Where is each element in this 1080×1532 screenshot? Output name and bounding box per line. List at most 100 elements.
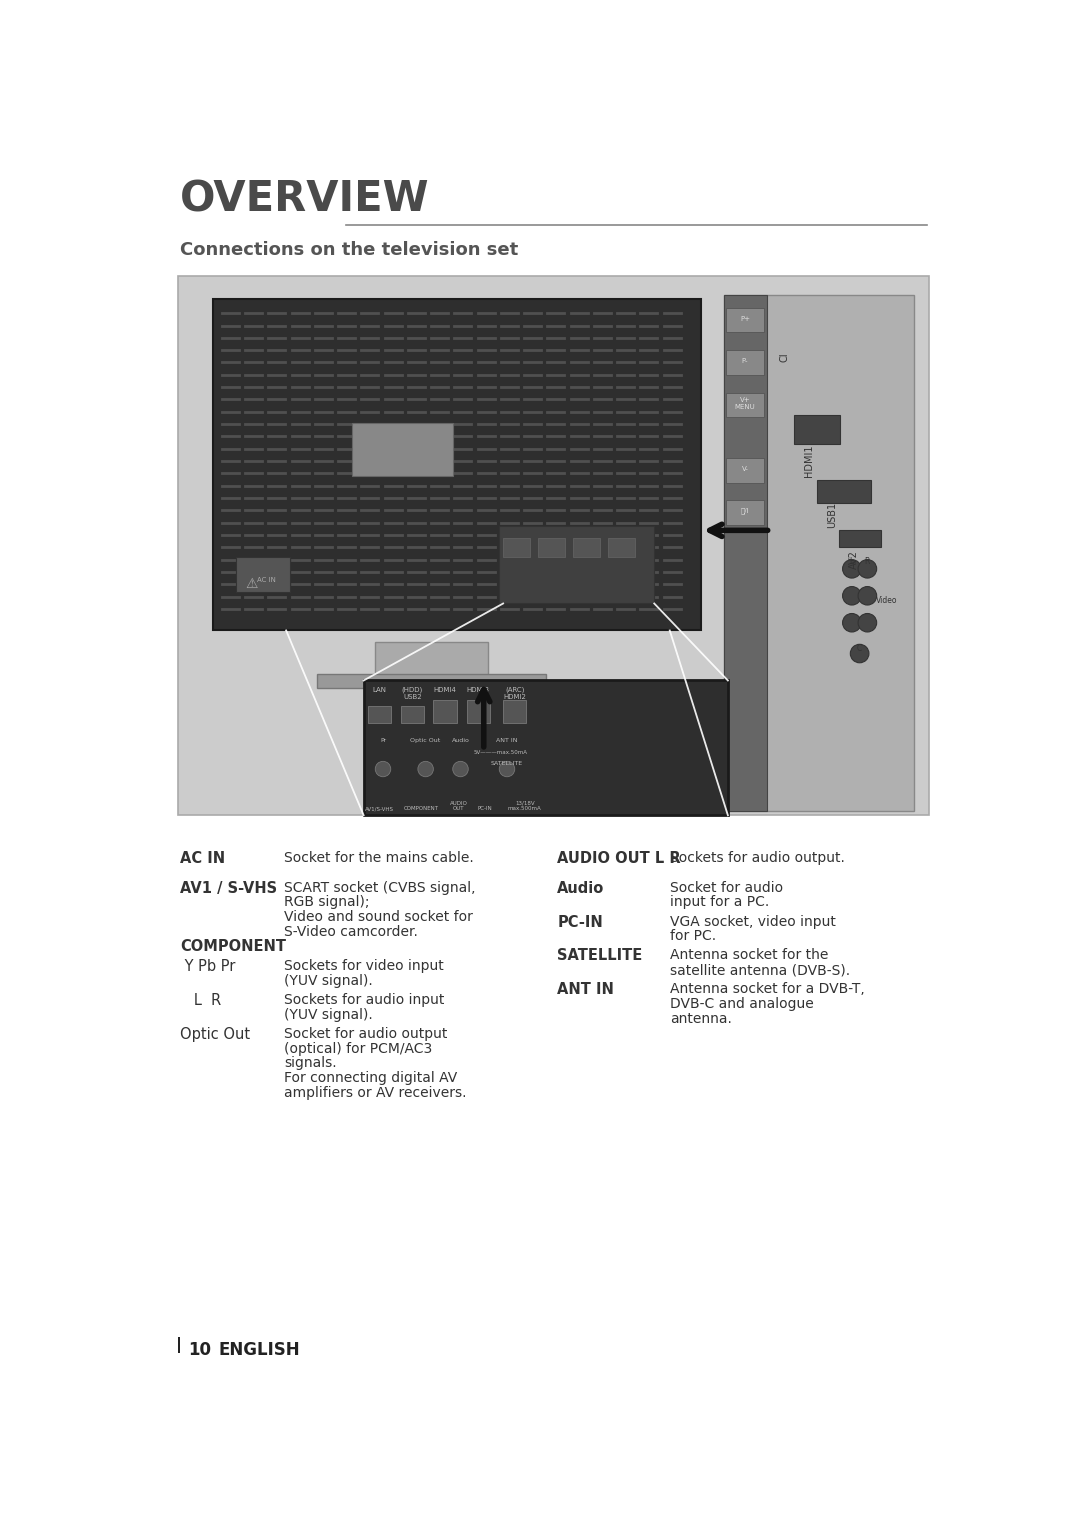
Text: OVERVIEW: OVERVIEW: [180, 179, 430, 221]
Text: SCART socket (CVBS signal,: SCART socket (CVBS signal,: [284, 881, 475, 895]
Text: SATELLITE: SATELLITE: [491, 761, 523, 766]
Text: ⚠: ⚠: [245, 576, 257, 590]
Bar: [364, 680, 728, 815]
Text: PC-IN: PC-IN: [478, 806, 492, 812]
Circle shape: [859, 613, 877, 633]
Bar: [401, 706, 424, 723]
Circle shape: [842, 613, 861, 633]
Bar: [213, 299, 701, 631]
Text: RGB signal);: RGB signal);: [284, 895, 369, 910]
Text: PC-IN: PC-IN: [557, 915, 603, 930]
Text: P-: P-: [742, 358, 748, 365]
Bar: [503, 700, 526, 723]
Text: HDMI4: HDMI4: [433, 686, 457, 692]
Text: P+: P+: [740, 316, 750, 322]
Circle shape: [842, 559, 861, 578]
Text: 13/18V
max.500mA: 13/18V max.500mA: [508, 801, 542, 812]
Bar: [538, 538, 565, 558]
Circle shape: [418, 761, 433, 777]
Bar: [727, 351, 765, 375]
Text: 10: 10: [188, 1340, 211, 1359]
Text: amplifiers or AV receivers.: amplifiers or AV receivers.: [284, 1086, 467, 1100]
Bar: [727, 501, 765, 525]
Text: USB1: USB1: [827, 502, 837, 529]
Text: V+
MENU: V+ MENU: [734, 397, 755, 409]
Text: Video and sound socket for: Video and sound socket for: [284, 910, 473, 924]
Text: Y Pb Pr: Y Pb Pr: [180, 959, 235, 974]
Text: AC IN: AC IN: [180, 852, 225, 867]
Text: ANT IN: ANT IN: [496, 738, 517, 743]
Text: Socket for the mains cable.: Socket for the mains cable.: [284, 852, 473, 866]
Bar: [503, 538, 530, 558]
Text: AV2: AV2: [849, 550, 860, 568]
Text: (HDD)
USB2: (HDD) USB2: [402, 686, 423, 700]
Bar: [318, 674, 545, 688]
Text: Sockets for audio input: Sockets for audio input: [284, 993, 444, 1007]
Text: (optical) for PCM/AC3: (optical) for PCM/AC3: [284, 1042, 432, 1056]
Text: L: L: [850, 558, 854, 567]
Text: for PC.: for PC.: [670, 930, 716, 944]
Bar: [352, 423, 453, 476]
Text: ANT IN: ANT IN: [557, 982, 615, 997]
Bar: [608, 538, 635, 558]
Circle shape: [850, 645, 869, 663]
Text: LAN: LAN: [373, 686, 387, 692]
Text: ⭘/I: ⭘/I: [741, 507, 750, 515]
Text: HDMI3: HDMI3: [467, 686, 490, 692]
Bar: [235, 558, 291, 591]
Text: AUDIO
OUT: AUDIO OUT: [450, 801, 468, 812]
Text: Optic Out: Optic Out: [410, 738, 441, 743]
Text: (YUV signal).: (YUV signal).: [284, 974, 373, 988]
Text: C: C: [858, 645, 862, 653]
Text: COMPONENT: COMPONENT: [404, 806, 440, 812]
Bar: [724, 296, 767, 812]
Bar: [433, 700, 457, 723]
Text: V-: V-: [742, 466, 748, 472]
Text: SATELLITE: SATELLITE: [557, 948, 643, 964]
Bar: [727, 392, 765, 417]
Bar: [724, 296, 914, 812]
Bar: [572, 538, 600, 558]
Text: Sockets for video input: Sockets for video input: [284, 959, 444, 973]
Text: AV1/S-VHS: AV1/S-VHS: [365, 806, 393, 812]
Bar: [794, 415, 840, 444]
Text: Antenna socket for a DVB-T,: Antenna socket for a DVB-T,: [670, 982, 864, 996]
Bar: [499, 527, 654, 604]
Text: L  R: L R: [180, 993, 221, 1008]
Text: Connections on the television set: Connections on the television set: [180, 242, 518, 259]
Text: AV1 / S-VHS: AV1 / S-VHS: [180, 881, 278, 896]
Bar: [367, 706, 391, 723]
Text: Optic Out: Optic Out: [180, 1026, 251, 1042]
Text: Audio: Audio: [557, 881, 605, 896]
Text: For connecting digital AV: For connecting digital AV: [284, 1071, 457, 1085]
Text: VGA socket, video input: VGA socket, video input: [670, 915, 836, 928]
Circle shape: [375, 761, 391, 777]
Circle shape: [453, 761, 469, 777]
Text: satellite antenna (DVB-S).: satellite antenna (DVB-S).: [670, 964, 850, 977]
Bar: [375, 642, 488, 677]
Bar: [727, 458, 765, 483]
Text: ENGLISH: ENGLISH: [218, 1340, 300, 1359]
Text: S-Video camcorder.: S-Video camcorder.: [284, 925, 418, 939]
Bar: [816, 481, 872, 504]
Text: R: R: [865, 558, 870, 567]
Text: Pr: Pr: [380, 738, 386, 743]
Circle shape: [499, 761, 515, 777]
Circle shape: [859, 587, 877, 605]
Text: antenna.: antenna.: [670, 1011, 731, 1025]
Bar: [177, 1337, 180, 1353]
Text: 5V———max.50mA: 5V———max.50mA: [474, 749, 528, 755]
Text: HDMI1: HDMI1: [805, 444, 814, 478]
Text: Antenna socket for the: Antenna socket for the: [670, 948, 828, 962]
Text: (YUV signal).: (YUV signal).: [284, 1008, 373, 1022]
Text: input for a PC.: input for a PC.: [670, 895, 769, 910]
Bar: [727, 308, 765, 332]
Bar: [467, 700, 490, 723]
Text: signals.: signals.: [284, 1056, 337, 1071]
Text: COMPONENT: COMPONENT: [180, 939, 286, 954]
Text: Socket for audio: Socket for audio: [670, 881, 783, 895]
Text: AUDIO OUT L R: AUDIO OUT L R: [557, 852, 681, 867]
Text: Audio: Audio: [451, 738, 470, 743]
Circle shape: [859, 559, 877, 578]
Text: Socket for audio output: Socket for audio output: [284, 1026, 447, 1040]
